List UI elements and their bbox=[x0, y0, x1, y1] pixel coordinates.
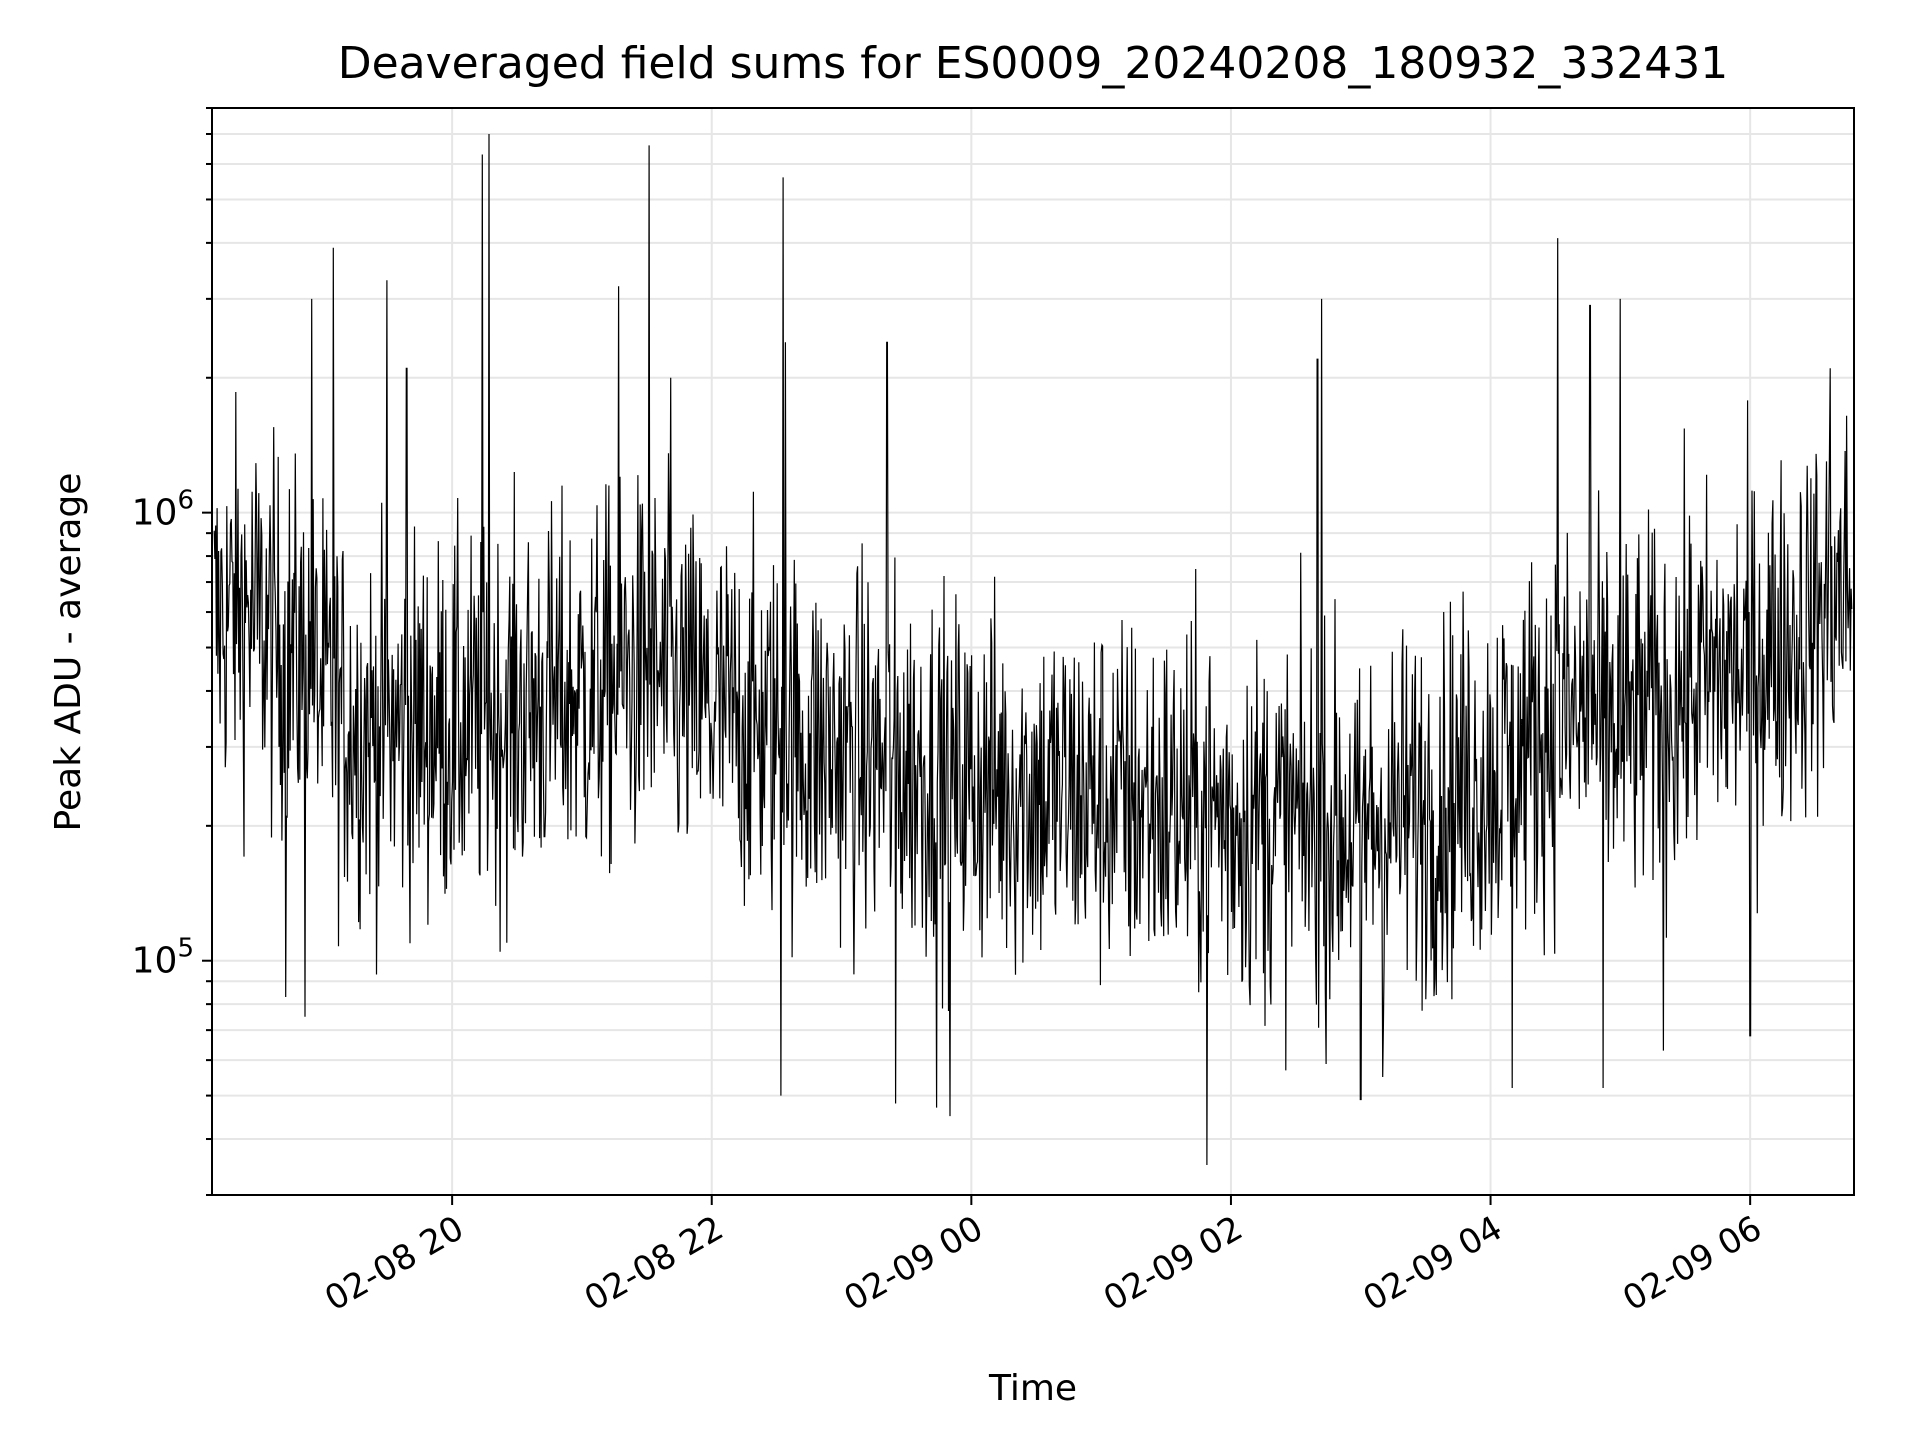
y-tick-label: 105 bbox=[132, 934, 194, 982]
y-axis-label: Peak ADU - average bbox=[48, 473, 89, 832]
data-layer bbox=[213, 133, 1853, 1166]
y-tick-label: 106 bbox=[132, 486, 194, 534]
series-line bbox=[213, 133, 1853, 1166]
x-axis-label: Time bbox=[988, 1368, 1077, 1409]
chart-title: Deaveraged field sums for ES0009_2024020… bbox=[338, 38, 1729, 89]
plot-frame bbox=[211, 107, 1855, 1196]
